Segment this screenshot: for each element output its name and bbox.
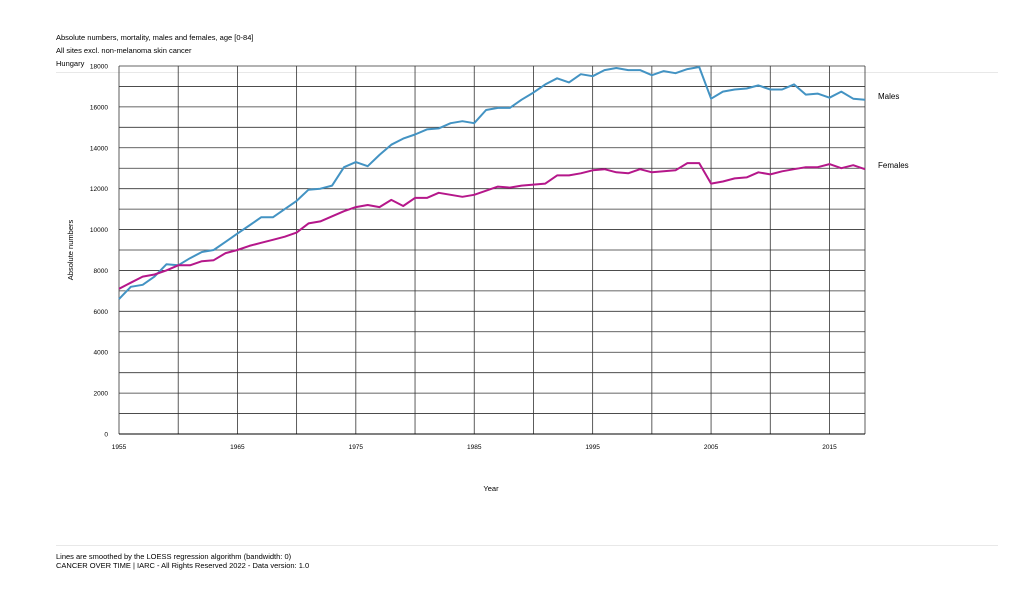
series-lines bbox=[118, 66, 866, 300]
chart-population: Hungary bbox=[56, 59, 85, 68]
y-tick-label: 6000 bbox=[94, 309, 109, 316]
x-tick-label: 1975 bbox=[349, 444, 364, 451]
series-label-males: Males bbox=[878, 92, 899, 101]
x-axis-label: Year bbox=[483, 484, 499, 493]
x-tick-label: 1955 bbox=[112, 444, 127, 451]
y-tick-label: 14000 bbox=[90, 145, 108, 152]
y-tick-label: 0 bbox=[104, 432, 108, 439]
x-tick-label: 1985 bbox=[467, 444, 482, 451]
y-tick-label: 8000 bbox=[94, 268, 109, 275]
chart-subtitle: All sites excl. non-melanoma skin cancer bbox=[56, 46, 192, 55]
axes: 0 2000 4000 6000 8000 10000 12000 14000 16000 180… bbox=[90, 64, 865, 451]
y-tick-label: 4000 bbox=[94, 350, 109, 357]
y-tick-label: 2000 bbox=[94, 391, 109, 398]
x-tick-label: 2005 bbox=[704, 444, 719, 451]
x-tick-label: 1965 bbox=[230, 444, 245, 451]
chart-header: Absolute numbers, mortality, males and f… bbox=[56, 31, 253, 70]
header-divider bbox=[56, 72, 998, 73]
smoothing-note: Lines are smoothed by the LOESS regressi… bbox=[56, 552, 292, 561]
y-tick-label: 10000 bbox=[90, 227, 108, 234]
chart-footer: Lines are smoothed by the LOESS regressi… bbox=[56, 552, 309, 570]
series-labels: Males Females bbox=[878, 92, 909, 170]
x-tick-label: 1995 bbox=[585, 444, 600, 451]
series-label-females: Females bbox=[878, 161, 909, 170]
y-axis-label: Absolute numbers bbox=[66, 220, 75, 281]
series-line-males bbox=[118, 66, 866, 300]
footer-divider bbox=[56, 545, 998, 546]
y-tick-label: 12000 bbox=[90, 186, 108, 193]
y-tick-label: 18000 bbox=[90, 64, 108, 71]
copyright-note: CANCER OVER TIME | IARC - All Rights Res… bbox=[56, 561, 310, 570]
x-tick-label: 2015 bbox=[822, 444, 837, 451]
grid bbox=[118, 65, 866, 435]
series-line-females bbox=[118, 162, 866, 290]
chart-title: Absolute numbers, mortality, males and f… bbox=[56, 33, 254, 42]
y-tick-label: 16000 bbox=[90, 104, 108, 111]
